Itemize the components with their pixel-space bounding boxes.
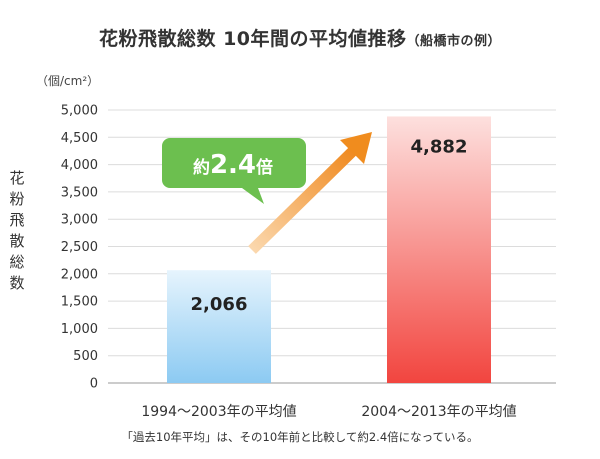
y-axis-label-char: 散 bbox=[9, 232, 25, 250]
callout-prefix: 約 bbox=[193, 157, 210, 178]
chart-title-text: 花粉飛散総数 10年間の平均値推移 bbox=[98, 28, 407, 50]
data-label: 4,882 bbox=[411, 136, 468, 157]
y-tick-label: 1,500 bbox=[61, 295, 98, 310]
y-tick-label: 3,500 bbox=[61, 185, 98, 200]
y-tick-label: 500 bbox=[73, 349, 98, 364]
callout-bubble bbox=[162, 138, 306, 204]
y-axis-label-char: 飛 bbox=[9, 211, 25, 229]
bar bbox=[167, 270, 271, 383]
growth-arrow-shaft bbox=[248, 142, 362, 254]
y-tick-label: 3,000 bbox=[61, 213, 98, 228]
growth-arrow-head bbox=[340, 132, 372, 164]
bar bbox=[387, 116, 491, 383]
y-tick-label: 5,000 bbox=[61, 104, 98, 119]
y-unit-label: （個/cm²） bbox=[36, 74, 100, 88]
footnote: 「過去10年平均」は、その10年前と比較して約2.4倍になっている。 bbox=[121, 430, 479, 444]
y-axis-label-char: 総 bbox=[9, 253, 25, 271]
x-category-label: 2004〜2013年の平均値 bbox=[361, 404, 516, 420]
x-category-label: 1994〜2003年の平均値 bbox=[141, 404, 296, 420]
y-axis-label-char: 数 bbox=[9, 274, 25, 292]
y-axis-label-char: 粉 bbox=[9, 190, 25, 208]
callout-text: 約2.4倍 bbox=[193, 150, 273, 180]
y-tick-label: 0 bbox=[90, 377, 98, 392]
y-axis-label-char: 花 bbox=[9, 169, 25, 187]
y-tick-label: 4,500 bbox=[61, 131, 98, 146]
callout-value: 2.4 bbox=[210, 150, 256, 180]
y-axis-label: 花粉飛散総数 bbox=[6, 168, 28, 294]
y-tick-label: 2,000 bbox=[61, 267, 98, 282]
y-tick-label: 1,000 bbox=[61, 322, 98, 337]
y-tick-label: 2,500 bbox=[61, 240, 98, 255]
chart-title: 花粉飛散総数 10年間の平均値推移（船橋市の例） bbox=[0, 24, 600, 51]
y-tick-label: 4,000 bbox=[61, 158, 98, 173]
chart-subtitle: （船橋市の例） bbox=[406, 34, 502, 49]
data-label: 2,066 bbox=[191, 294, 248, 315]
callout-suffix: 倍 bbox=[256, 157, 273, 178]
